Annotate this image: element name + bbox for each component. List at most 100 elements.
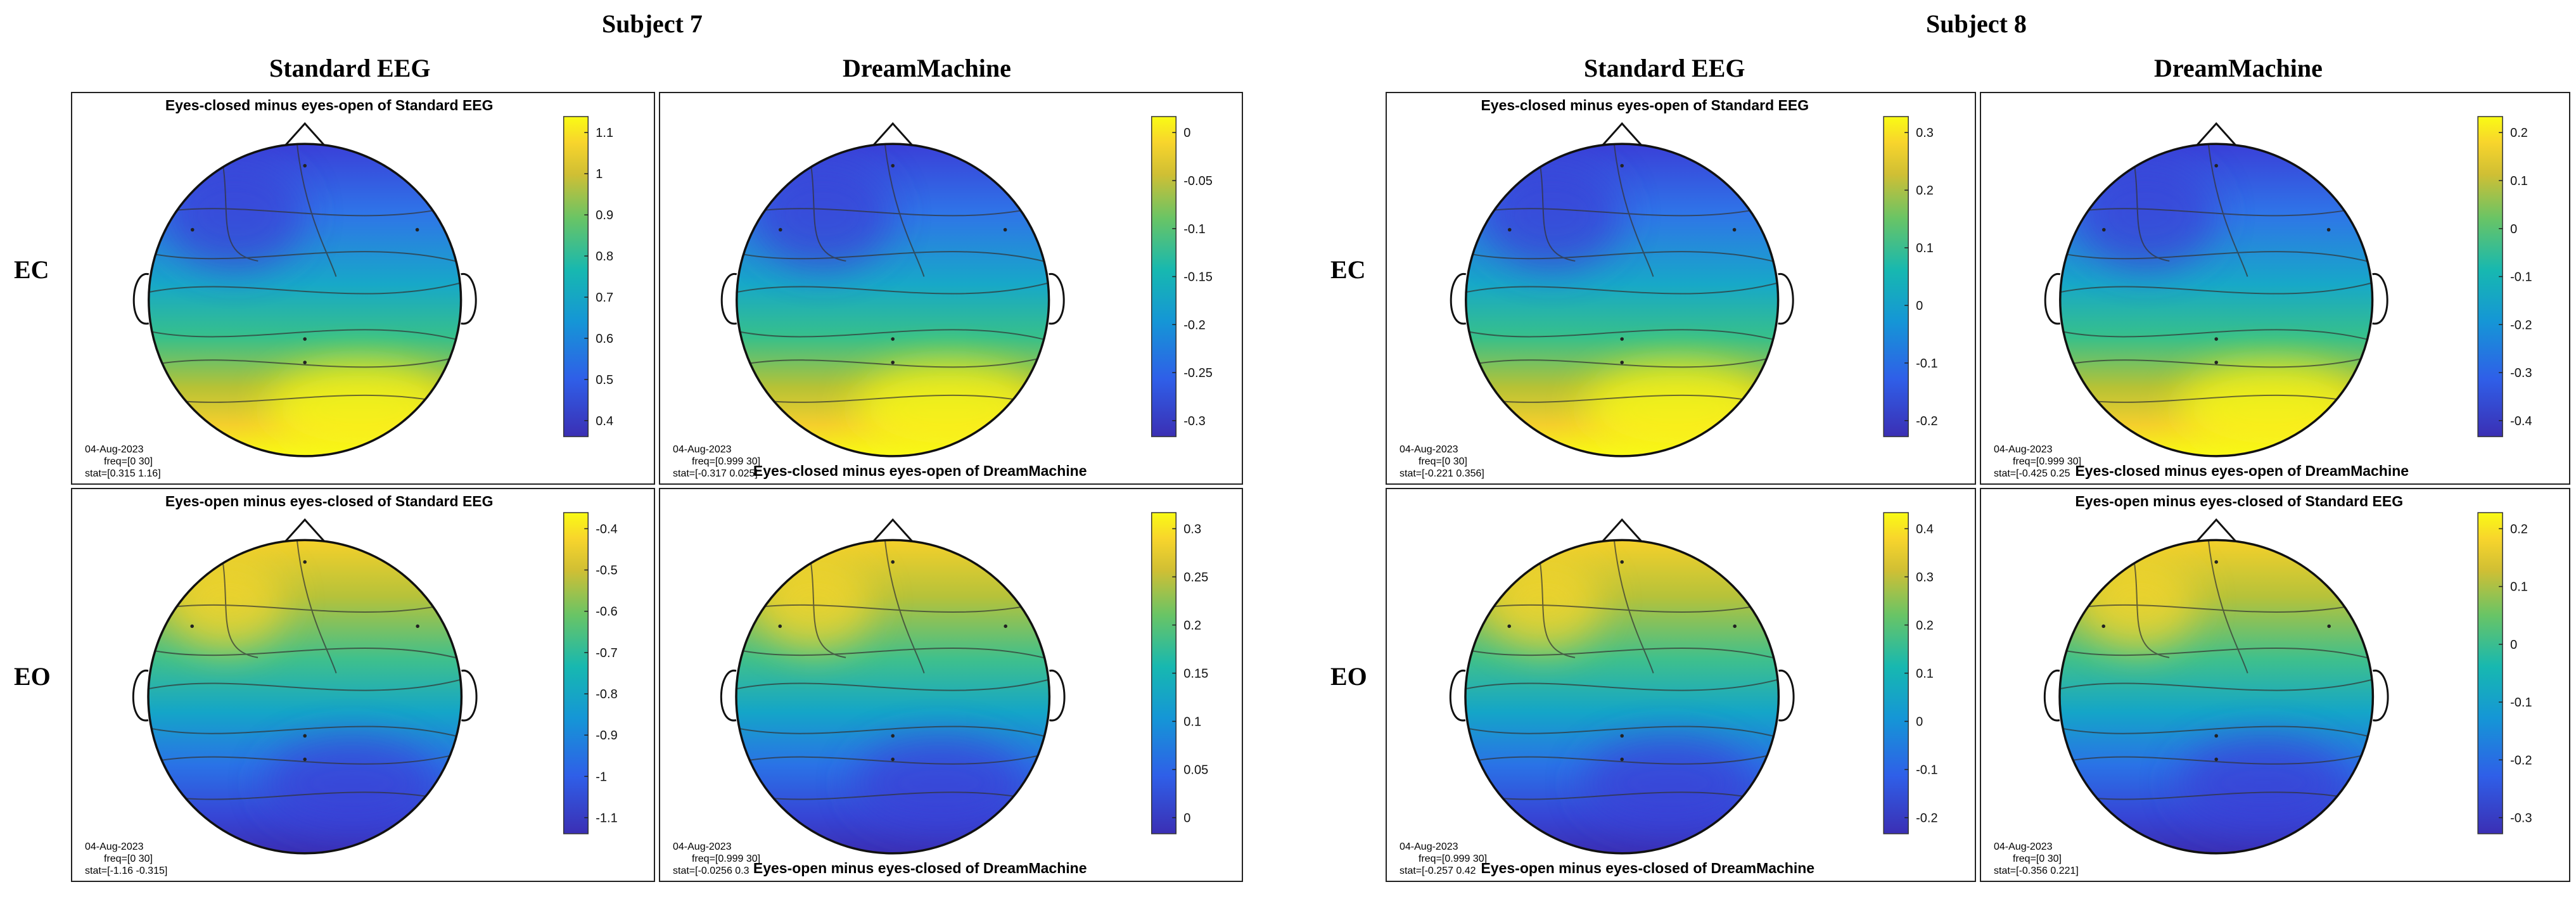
colorbar-tick-label: -0.7 [596,646,617,660]
electrode-dot [2214,337,2218,341]
head-outline [2058,539,2375,855]
left-ear-icon [1450,273,1467,324]
panel-s8-ec-standard-eeg: 0.3 0.2 0.1 0 -0.1 -0.2 Eyes-closed minus eyes… [1386,92,1976,485]
colorbar-tick-label: -0.1 [2510,696,2532,710]
panel-date: 04-Aug-2023 [1994,841,2053,852]
electrode-dot [891,560,895,564]
electrode-dot [303,337,307,341]
panel-freq: freq=[0 30] [104,853,153,864]
colorbar-tick-label: -0.2 [1183,318,1205,332]
colorbar-tick-label: -0.2 [1916,414,1937,428]
left-ear-icon [2043,670,2060,722]
electrode-dot [1620,734,1624,738]
electrode-dot [1620,757,1624,762]
left-ear-icon [720,670,737,722]
left-ear-icon [2044,273,2061,324]
nose-icon [871,518,914,544]
panel-meta: 04-Aug-2023 freq=[0.999 30] stat=[-0.425 0… [1994,444,2081,480]
scalp-field [148,540,462,853]
electrode-dot [891,337,895,341]
colorbar-tick-label: 0.2 [2510,126,2528,140]
colorbar-tick-label: 1 [596,167,603,181]
panel-date: 04-Aug-2023 [1400,444,1458,455]
panel-title: Eyes-closed minus eyes-open of Standard … [1481,97,1809,113]
subject-8-row-ec: EC [1330,255,1366,284]
topo-map-svg: 0 -0.05 -0.1 -0.15 -0.2 -0.25 -0.3 [720,116,1213,457]
colorbar-tick-label: 0.15 [1183,667,1208,681]
scalp-field [736,540,1050,853]
scalp-field [1465,144,1778,456]
electrode-dot [2101,227,2106,232]
colorbar-tick-label: -0.05 [1183,174,1213,188]
subject-7-row-ec: EC [14,255,49,284]
colorbar-tick-label: 0.3 [1916,570,1934,584]
panel-s8-eo-standard-eeg: 0.2 0.1 0 -0.1 -0.2 -0.3 Eyes-open minus eyes-… [1980,488,2570,882]
colorbar-tick-label: 0.2 [1916,184,1934,198]
nose-icon [283,518,326,544]
panel-freq: freq=[0.999 30] [1419,853,1488,864]
right-ear-icon [2373,670,2389,722]
head-outline [1464,539,1780,855]
scalp-field [148,144,461,456]
panel-meta: 04-Aug-2023 freq=[0 30] stat=[-0.221 0.356… [1400,444,1484,480]
electrode-dot [303,734,307,738]
electrode-dot [2326,227,2331,232]
colorbar-tick-label: -0.1 [2510,271,2532,284]
panel-title: Eyes-closed minus eyes-open of DreamMach… [2075,463,2409,479]
panel-stat: stat=[-1.16 -0.315] [85,866,168,876]
panel-date: 04-Aug-2023 [1994,444,2053,455]
electrode-dot [190,227,194,232]
head-outline [147,539,463,855]
panel-meta: 04-Aug-2023 freq=[0.999 30] stat=[-0.257 0… [1400,841,1487,877]
colorbar-tick-label: 0.6 [596,332,613,346]
colorbar-tick-label: 0.25 [1183,570,1208,584]
nose-icon [872,122,914,147]
colorbar-tick-label: 0 [2510,638,2517,652]
left-ear-icon [132,273,150,324]
electrode-dot [1507,227,1512,232]
electrode-dot [1620,361,1624,364]
colorbar-tick-label: -1 [596,770,607,784]
right-ear-icon [461,273,477,324]
colorbar-tick-label: -0.1 [1916,357,1937,371]
panel-freq: freq=[0.999 30] [2013,456,2082,467]
colorbar-tick-label: -0.4 [596,522,617,536]
panel-date: 04-Aug-2023 [673,841,732,852]
electrode-dot [2214,163,2218,168]
nose-icon [1601,122,1643,147]
head-outline [736,143,1050,457]
topo-map-svg: 1.1 1 0.9 0.8 0.7 0.6 0.5 0.4 [132,116,613,457]
electrode-dot [1507,624,1512,629]
panel-stat: stat=[-0.0256 0.3 [673,866,749,876]
contour-lines [1465,144,1778,407]
electrode-dot [1732,227,1737,232]
topo-map-svg: 0.2 0.1 0 -0.1 -0.2 -0.3 -0.4 [2044,116,2532,457]
panel-stat: stat=[0.315 1.16] [85,468,161,479]
panel-stat: stat=[-0.317 0.025] [673,468,758,479]
electrode-dot [778,624,782,629]
colorbar-tick-label: 0 [1916,299,1923,313]
head-outline [1465,143,1780,457]
colorbar-tick-label: 0.1 [2510,174,2528,188]
colorbar [1883,116,1909,437]
panel-meta: 04-Aug-2023 freq=[0 30] stat=[-0.356 0.221… [1994,841,2079,877]
electrode-dot [1620,163,1624,168]
scalp-field [1465,540,1779,853]
subject-8-col-dreammachine: DreamMachine [2154,54,2323,82]
colorbar-tick-label: -0.3 [1183,414,1205,428]
colorbar-tick-label: 0.1 [1916,667,1934,681]
electrode-dot [1004,624,1007,629]
right-ear-icon [1049,670,1066,722]
panel-meta: 04-Aug-2023 freq=[0 30] stat=[-1.16 -0.315… [85,841,167,877]
electrode-dot [190,624,194,629]
panel-stat: stat=[-0.356 0.221] [1994,866,2079,876]
scalp-field [2060,540,2373,853]
electrode-dot [1620,337,1624,341]
panel-meta: 04-Aug-2023 freq=[0.999 30] stat=[-0.317 0… [673,444,760,480]
panel-title: Eyes-open minus eyes-closed of DreamMach… [1481,860,1815,876]
contour-lines [2060,540,2373,804]
electrode-dot [303,560,307,564]
panel-freq: freq=[0 30] [104,456,153,467]
colorbar [1151,512,1177,834]
subject-7-col-standard-eeg: Standard EEG [269,54,431,82]
